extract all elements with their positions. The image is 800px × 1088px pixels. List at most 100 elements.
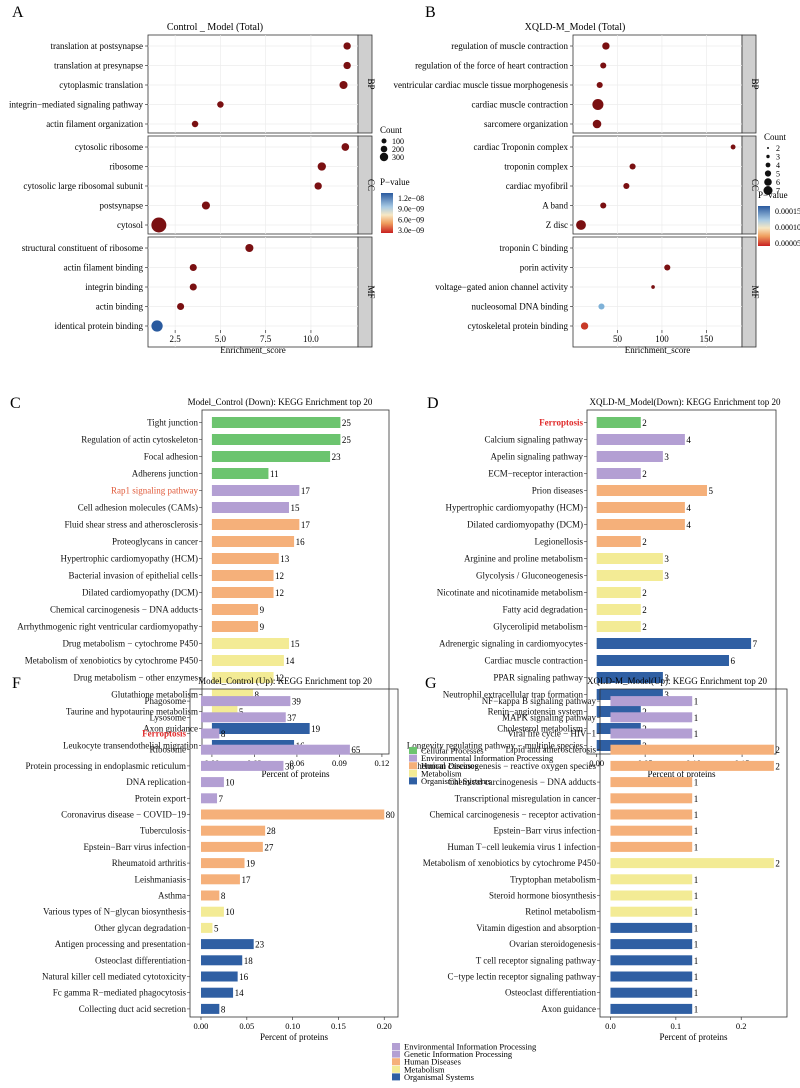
bar-value-label: 10 <box>225 778 235 788</box>
category-label: Leukocyte transendothelial migration <box>63 741 198 751</box>
bar-value-label: 3 <box>664 571 669 581</box>
bar <box>200 777 224 788</box>
facet-strip-label: CC <box>750 179 760 191</box>
category-label: Ferroptosis <box>142 729 186 739</box>
bar-value-label: 1 <box>694 778 699 788</box>
legend-label: Metabolism <box>421 768 462 778</box>
category-label: Tuberculosis <box>140 826 187 836</box>
bar-value-label: 17 <box>301 520 311 530</box>
bar <box>610 793 693 804</box>
x-tick-label: 5.0 <box>215 334 227 344</box>
term-label: cytoskeletal protein binding <box>468 321 569 331</box>
bar-value-label: 1 <box>694 810 699 820</box>
bar <box>596 485 707 496</box>
category-label: Viral life cycle − HIV−1 <box>507 729 596 739</box>
bar-value-label: 4 <box>686 503 691 513</box>
bar <box>200 874 240 885</box>
x-tick-label: 50 <box>613 334 623 344</box>
data-point <box>339 80 348 90</box>
data-point <box>217 101 224 108</box>
bar-value-label: 12 <box>275 571 284 581</box>
category-label: DNA replication <box>126 777 186 787</box>
bar <box>200 793 218 804</box>
category-label: T cell receptor signaling pathway <box>476 955 597 965</box>
category-label: Nicotinate and nicotinamide metabolism <box>437 588 583 598</box>
term-label: actin filament binding <box>64 263 144 273</box>
bar <box>211 536 295 547</box>
size-legend-label: 6 <box>776 178 780 187</box>
bar <box>610 906 693 917</box>
legend-swatch <box>392 1073 400 1081</box>
x-tick-label: 2.5 <box>170 334 182 344</box>
bar <box>610 858 774 869</box>
term-label: structural constituent of ribosome <box>22 243 143 253</box>
bar <box>211 638 289 649</box>
size-legend-label: 5 <box>776 170 780 179</box>
category-label: Tight junction <box>147 418 198 428</box>
data-point <box>600 62 607 69</box>
bar-value-label: 1 <box>694 875 699 885</box>
category-label: Retinol metabolism <box>525 907 596 917</box>
bar <box>596 417 641 428</box>
bar-value-label: 9 <box>260 605 265 615</box>
term-label: actin binding <box>96 302 144 312</box>
legend-label: Environmental Information Processing <box>421 753 554 763</box>
data-point <box>343 61 351 70</box>
bar <box>211 604 259 615</box>
category-label: Osteoclast differentiation <box>95 955 187 965</box>
bar-value-label: 36 <box>285 761 295 771</box>
bar-value-label: 8 <box>221 891 226 901</box>
facet-strip-label: BP <box>366 78 376 89</box>
facet-frame <box>572 236 743 348</box>
term-label: cytoplasmic translation <box>59 80 143 90</box>
legend-label: Human Diseases <box>421 761 478 771</box>
bar-value-label: 2 <box>775 859 780 869</box>
size-legend-label: 7 <box>776 187 780 196</box>
category-label: NF−kappa B signaling pathway <box>482 696 597 706</box>
chart-title: Model_Control (Up): KEGG Enrichment top … <box>198 676 372 686</box>
category-label: Drug metabolism − other enzymes <box>73 673 198 683</box>
term-label: sarcomere organization <box>484 119 569 129</box>
bar-value-label: 13 <box>280 554 290 564</box>
legend-swatch <box>392 1050 400 1058</box>
x-tick-label: 0.00 <box>589 758 604 768</box>
bar <box>200 922 213 933</box>
chart-title: Control _ Model (Total) <box>167 22 263 33</box>
term-label: integrin binding <box>85 282 143 292</box>
bar-value-label: 6 <box>730 656 735 666</box>
category-label: Dilated cardiomyopathy (DCM) <box>82 588 198 598</box>
bar-value-label: 8 <box>255 690 260 700</box>
color-legend-label: 1.2e−08 <box>398 194 424 203</box>
x-axis-title: Enrichment_score <box>625 345 690 355</box>
category-label: Ribosome <box>149 745 186 755</box>
bar <box>211 570 274 581</box>
bar <box>211 468 269 479</box>
data-point <box>664 264 671 271</box>
data-point <box>151 217 167 233</box>
bar-value-label: 1 <box>694 729 699 739</box>
size-legend-dot <box>767 147 769 149</box>
category-label: Apelin signaling pathway <box>491 452 584 462</box>
bar <box>610 955 693 966</box>
size-legend-label: 2 <box>776 144 780 153</box>
category-legend-bottom: Environmental Information ProcessingGene… <box>392 1042 537 1082</box>
bar-value-label: 5 <box>239 707 244 717</box>
bar-value-label: 14 <box>285 656 295 666</box>
term-label: cardiac Troponin complex <box>474 142 569 152</box>
bar <box>211 672 274 683</box>
x-tick-label: 0.06 <box>289 758 304 768</box>
color-legend-label: 0.00015 <box>775 207 800 216</box>
category-label: Protein export <box>135 793 187 803</box>
bar-value-label: 23 <box>332 452 342 462</box>
size-legend-dot <box>763 186 773 195</box>
term-label: integrin−mediated signaling pathway <box>9 100 144 110</box>
bar-value-label: 1 <box>694 891 699 901</box>
bar-value-label: 65 <box>351 745 361 755</box>
bar <box>211 485 300 496</box>
facet-strip-label: CC <box>366 179 376 191</box>
facet-frame <box>147 236 359 348</box>
data-point <box>189 263 197 272</box>
term-label: cardiac myofibril <box>506 181 569 191</box>
category-label: ECM−receptor interaction <box>488 469 583 479</box>
